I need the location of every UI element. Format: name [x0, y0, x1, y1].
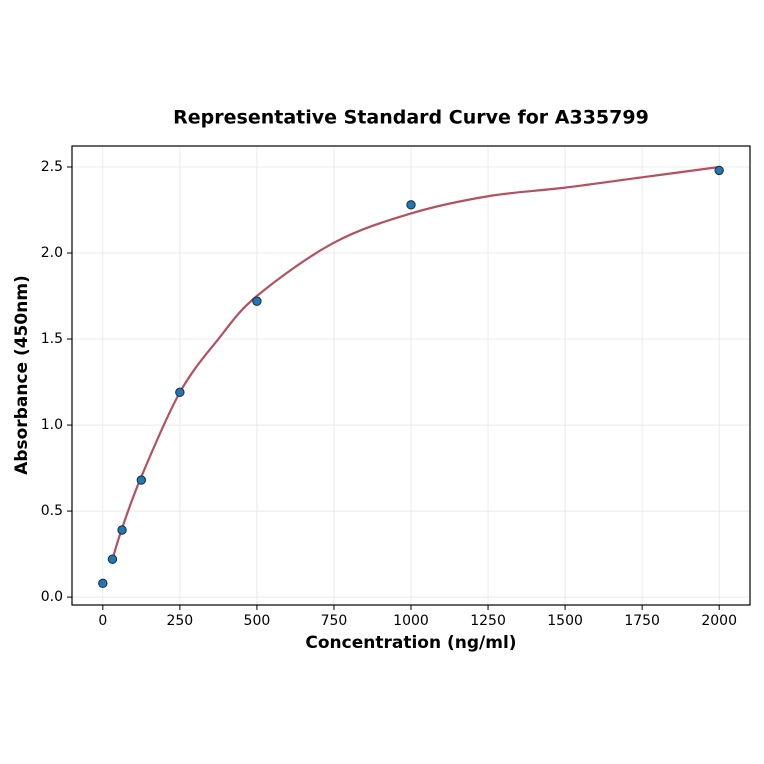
- x-tick-label: 750: [321, 613, 348, 629]
- fit-curve: [111, 165, 720, 560]
- data-point: [714, 165, 724, 176]
- y-tick-label: 1.0: [41, 417, 63, 433]
- y-tick-label: 2.0: [41, 245, 63, 261]
- data-point: [107, 554, 118, 564]
- x-axis-label: Concentration (ng/ml): [305, 633, 516, 653]
- x-tick-label: 2000: [701, 613, 737, 629]
- x-tick-label: 500: [244, 613, 271, 629]
- x-tick-label: 1000: [393, 613, 429, 629]
- data-point: [136, 475, 147, 485]
- plot-frame: [71, 145, 751, 606]
- x-tick-label: 1500: [547, 613, 583, 629]
- x-tick-label: 1250: [470, 613, 506, 629]
- data-point: [98, 578, 108, 589]
- data-point: [175, 387, 185, 398]
- y-tick-label: 1.5: [41, 331, 63, 347]
- x-tick-label: 250: [166, 613, 193, 629]
- y-axis-label: Absorbance (450nm): [12, 275, 32, 475]
- data-point: [117, 525, 127, 535]
- x-tick-label: 0: [98, 613, 107, 629]
- y-tick-label: 0.5: [41, 503, 63, 519]
- data-point: [406, 200, 416, 210]
- data-point: [252, 296, 262, 306]
- y-tick-label: 0.0: [41, 589, 63, 605]
- chart-title: Representative Standard Curve for A33579…: [173, 107, 649, 129]
- y-tick-label: 2.5: [41, 159, 63, 175]
- x-tick-label: 1750: [624, 613, 660, 629]
